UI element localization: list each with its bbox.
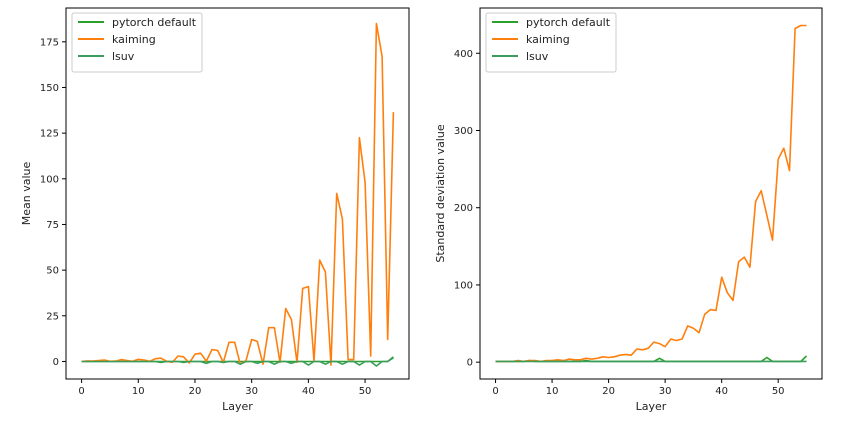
std-y-tick-label: 100 [454,280,473,291]
std-y-axis-label: Standard deviation value [434,124,447,262]
mean-x-tick-label: 10 [132,386,145,397]
std-y-tick-label: 0 [467,358,473,369]
mean-y-tick-label: 100 [40,174,59,185]
mean-x-tick-label: 20 [189,386,202,397]
mean-y-tick-label: 125 [40,129,59,140]
mean-x-tick-label: 50 [359,386,372,397]
std-x-tick-label: 0 [492,386,498,397]
mean-legend-label: lsuv [112,50,135,63]
std-series-group [495,24,808,363]
mean-y-tick-label: 50 [46,266,59,277]
std-legend: pytorch default kaiming lsuv [485,12,617,73]
mean-y-tick-label: 150 [40,83,59,94]
mean-y-tick-label: 0 [53,357,59,368]
std-y-tick-label: 300 [454,126,473,137]
std-x-tick-label: 20 [602,386,615,397]
mean-y-tick-label: 175 [40,37,59,48]
std-legend-box [485,12,617,73]
std-x-tick-label: 40 [715,386,728,397]
mean-x-tick-label: 30 [245,386,258,397]
std-axes-frame [479,7,823,380]
mean-y-tick-label: 75 [46,220,59,231]
mean-legend-label: pytorch default [112,16,197,29]
mean-series-line-lsuv [81,357,394,367]
std-x-tick-label: 30 [659,386,672,397]
mean-series-group [81,22,395,367]
mean-value-chart: 0 10 20 30 40 50 0 25 50 75 100 125 150 175 Layer Mean … [20,7,410,413]
mean-x-tick-label: 40 [302,386,315,397]
mean-y-tick-label: 25 [46,311,59,322]
std-y-tick-label: 400 [454,49,473,60]
mean-x-tick-label: 0 [78,386,84,397]
std-x-axis-label: Layer [636,400,667,413]
std-value-chart: 0 10 20 30 40 50 0 100 200 300 400 Layer Standard de… [434,7,823,413]
std-x-tick-label: 10 [546,386,559,397]
mean-axes-frame [65,7,410,380]
mean-y-axis-label: Mean value [20,162,33,226]
mean-legend: pytorch default kaiming lsuv [71,12,203,73]
std-legend-label: pytorch default [526,16,611,29]
std-legend-label: lsuv [526,50,549,63]
mean-series-line-kaiming [81,22,395,366]
std-y-tick-label: 200 [454,203,473,214]
mean-legend-label: kaiming [112,33,156,46]
std-legend-label: kaiming [526,33,570,46]
std-series-line-kaiming [495,24,807,363]
mean-x-axis-label: Layer [222,400,253,413]
std-x-tick-label: 50 [772,386,785,397]
mean-legend-box [71,12,203,73]
